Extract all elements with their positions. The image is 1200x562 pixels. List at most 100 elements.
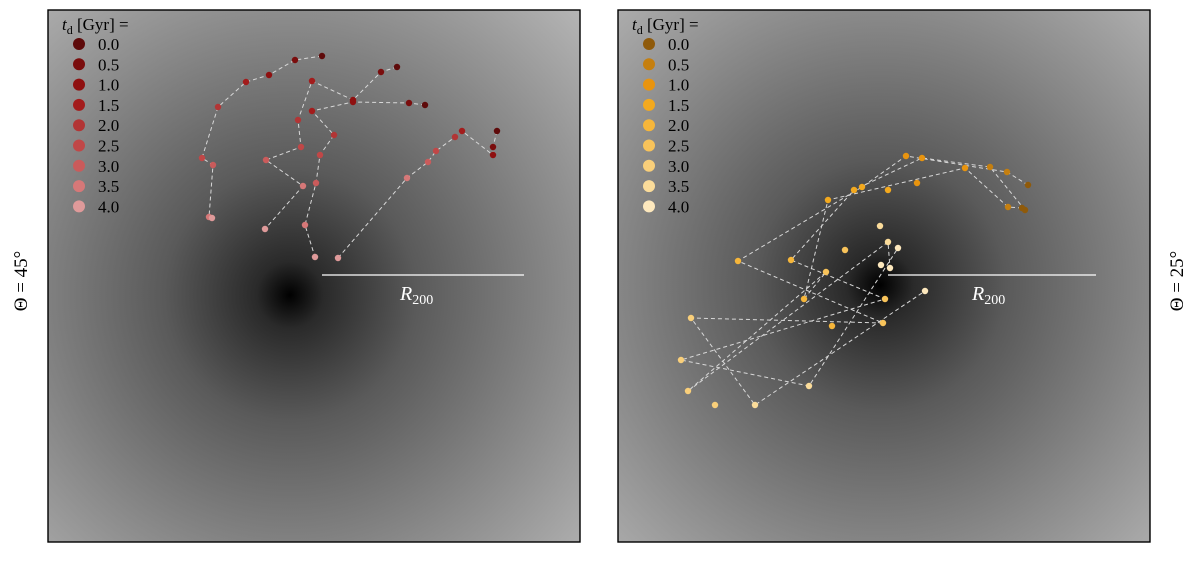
data-point [711, 401, 719, 409]
data-point [884, 186, 892, 194]
legend-marker [643, 200, 655, 213]
legend-label: 3.0 [668, 157, 689, 176]
orbit-tracks [198, 52, 501, 262]
legend: td [Gyr] = 0.00.5 1.01.52.0 2.53.03.54.0 [62, 15, 129, 216]
legend-title: td [Gyr] = [62, 15, 129, 37]
data-point [894, 244, 902, 252]
data-point [858, 183, 866, 191]
legend-marker [73, 98, 85, 111]
data-point [493, 127, 501, 135]
data-point [214, 103, 222, 111]
data-point [316, 151, 324, 159]
panel-frame [617, 9, 1151, 543]
legend-marker [73, 58, 85, 71]
legend-label: 1.0 [668, 76, 689, 95]
data-point [677, 356, 685, 364]
data-point [850, 186, 858, 194]
right-panel: R200 td [Gyr] = 0.00.5 1.01.52.0 2.53.03.5… [617, 9, 1151, 543]
panel-frame [47, 9, 581, 543]
data-point [349, 98, 357, 106]
data-point [489, 143, 497, 151]
data-point [424, 158, 432, 166]
data-point [902, 152, 910, 160]
legend-marker [643, 119, 655, 132]
legend-marker [643, 139, 655, 152]
data-point [294, 116, 302, 124]
data-point [1018, 204, 1026, 212]
data-point [879, 319, 887, 327]
theta-label-right: Θ = 25° [1167, 250, 1188, 312]
data-point [805, 382, 813, 390]
legend-label: 4.0 [668, 197, 689, 216]
data-point [1004, 203, 1012, 211]
data-point [311, 253, 319, 261]
data-point [208, 214, 216, 222]
data-point [405, 99, 413, 107]
data-point [824, 196, 832, 204]
legend-label: 0.5 [668, 55, 689, 74]
legend-marker [643, 98, 655, 111]
data-point [432, 147, 440, 155]
theta-label-left: Θ = 45° [11, 250, 32, 312]
data-point [421, 101, 429, 109]
legend-marker [643, 38, 655, 50]
legend-label: 3.5 [98, 177, 119, 196]
data-point [318, 52, 326, 60]
legend-label: 1.5 [98, 96, 119, 115]
data-point [393, 63, 401, 71]
data-point [1003, 168, 1011, 176]
legend-label: 2.0 [98, 116, 119, 135]
r200-label: R200 [399, 283, 433, 308]
data-point [828, 322, 836, 330]
data-point [913, 179, 921, 187]
data-point [312, 179, 320, 187]
data-point [787, 256, 795, 264]
data-point [308, 107, 316, 115]
halo-background [48, 10, 580, 542]
legend-label: 0.0 [98, 35, 119, 54]
data-point [918, 154, 926, 162]
data-point [308, 77, 316, 85]
legend-marker [643, 58, 655, 71]
data-point [334, 254, 342, 262]
data-point [800, 295, 808, 303]
data-point [299, 182, 307, 190]
data-point [841, 246, 849, 254]
orbit-track-line [201, 55, 323, 219]
data-point [377, 68, 385, 76]
orbit-track-line [680, 157, 1026, 387]
data-point [198, 154, 206, 162]
legend-marker [643, 78, 655, 91]
legend-marker [73, 159, 85, 172]
data-point [209, 161, 217, 169]
data-point [877, 261, 885, 269]
data-point [986, 163, 994, 171]
data-point [884, 238, 892, 246]
legend-marker [643, 180, 655, 193]
legend-label: 2.0 [668, 116, 689, 135]
data-point [242, 78, 250, 86]
legend-marker [643, 159, 655, 172]
data-point [403, 174, 411, 182]
data-point [1024, 181, 1032, 189]
orbit-tracks [677, 152, 1032, 409]
legend-label: 0.5 [98, 55, 119, 74]
legend-label: 2.5 [668, 137, 689, 156]
data-point [297, 143, 305, 151]
data-point [822, 268, 830, 276]
data-point [961, 164, 969, 172]
data-point [886, 264, 894, 272]
legend-label: 2.5 [98, 137, 119, 156]
data-point [291, 56, 299, 64]
data-point [262, 156, 270, 164]
legend-marker [73, 180, 85, 193]
legend-label: 4.0 [98, 197, 119, 216]
data-point [881, 295, 889, 303]
data-point [265, 71, 273, 79]
legend-label: 3.5 [668, 177, 689, 196]
data-point [301, 221, 309, 229]
legend-marker [73, 139, 85, 152]
data-point [876, 222, 884, 230]
halo-background [618, 10, 1150, 542]
legend-marker [73, 119, 85, 132]
